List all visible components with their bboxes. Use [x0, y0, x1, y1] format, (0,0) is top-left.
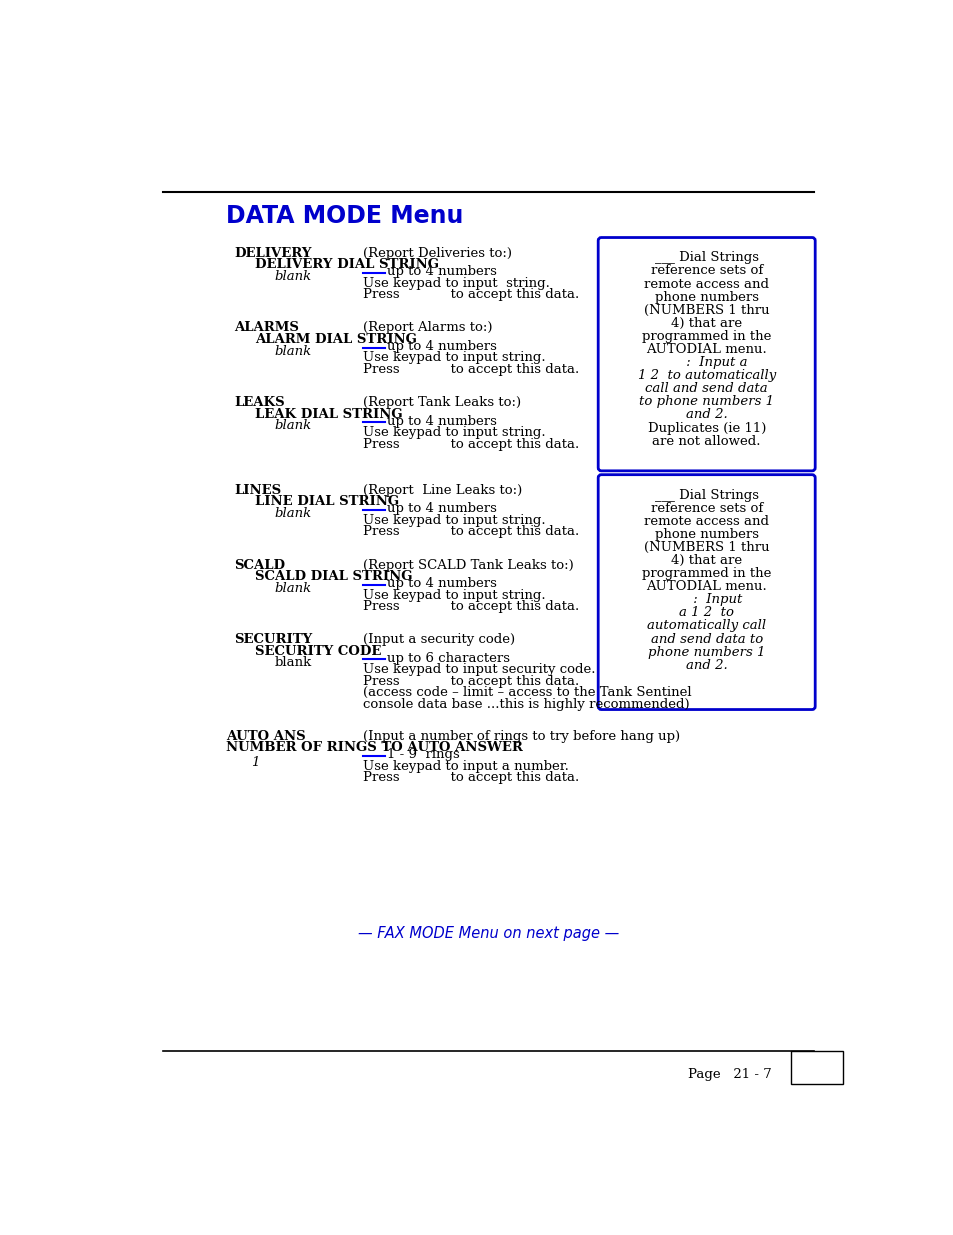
Text: phone numbers 1: phone numbers 1 [647, 646, 764, 658]
Text: LINES: LINES [233, 484, 281, 496]
Text: ALARMS: ALARMS [233, 321, 298, 335]
Text: blank: blank [274, 656, 312, 669]
Text: phone numbers: phone numbers [654, 527, 758, 541]
Text: reference sets of: reference sets of [650, 501, 762, 515]
Text: blank: blank [274, 419, 311, 432]
Bar [790, 1051, 842, 1084]
Text: ___ Dial Strings: ___ Dial Strings [654, 489, 758, 501]
Text: up to 4 numbers: up to 4 numbers [387, 415, 497, 427]
Text: are not allowed.: are not allowed. [652, 435, 760, 447]
Text: AUTODIAL menu.: AUTODIAL menu. [645, 580, 766, 593]
Text: up to 6 characters: up to 6 characters [387, 652, 510, 664]
Text: DATA MODE Menu: DATA MODE Menu [226, 204, 463, 227]
Text: up to 4 numbers: up to 4 numbers [387, 577, 497, 590]
Text: LINE DIAL STRING: LINE DIAL STRING [254, 495, 398, 509]
Text: Use keypad to input string.: Use keypad to input string. [363, 589, 545, 601]
Text: blank: blank [274, 508, 311, 520]
Text: automatically call: automatically call [646, 620, 765, 632]
Text: 4) that are: 4) that are [670, 317, 741, 330]
Text: Duplicates (ie 11): Duplicates (ie 11) [647, 421, 765, 435]
Text: phone numbers: phone numbers [654, 290, 758, 304]
Text: 4) that are: 4) that are [670, 555, 741, 567]
Text: to phone numbers 1: to phone numbers 1 [639, 395, 774, 409]
Text: DELIVERY DIAL STRING: DELIVERY DIAL STRING [254, 258, 438, 272]
Text: up to 4 numbers: up to 4 numbers [387, 503, 497, 515]
FancyBboxPatch shape [598, 237, 815, 471]
Text: SECURITY CODE: SECURITY CODE [254, 645, 381, 658]
Text: AUTODIAL menu.: AUTODIAL menu. [645, 343, 766, 356]
Text: call and send data: call and send data [645, 383, 767, 395]
Text: LEAKS: LEAKS [233, 396, 284, 409]
Text: 1: 1 [251, 757, 259, 769]
Text: ___ Dial Strings: ___ Dial Strings [654, 252, 758, 264]
Text: DELIVERY: DELIVERY [233, 247, 311, 259]
Text: programmed in the: programmed in the [641, 330, 771, 343]
Text: ALARM DIAL STRING: ALARM DIAL STRING [254, 333, 416, 346]
Text: a 1 2  to: a 1 2 to [679, 606, 734, 619]
Text: Press            to accept this data.: Press to accept this data. [363, 771, 579, 784]
Text: (Report  Line Leaks to:): (Report Line Leaks to:) [363, 484, 522, 496]
Text: and 2.: and 2. [685, 658, 727, 672]
Text: 1 2  to automatically: 1 2 to automatically [637, 369, 775, 382]
Text: (Report SCALD Tank Leaks to:): (Report SCALD Tank Leaks to:) [363, 558, 574, 572]
Text: Page   21 - 7: Page 21 - 7 [687, 1068, 771, 1082]
Text: :  Input a: : Input a [665, 356, 747, 369]
Text: up to 4 numbers: up to 4 numbers [387, 266, 497, 278]
Text: Press            to accept this data.: Press to accept this data. [363, 674, 579, 688]
Text: Use keypad to input security code.: Use keypad to input security code. [363, 663, 596, 677]
Text: reference sets of: reference sets of [650, 264, 762, 278]
Text: Use keypad to input string.: Use keypad to input string. [363, 352, 545, 364]
Text: Press            to accept this data.: Press to accept this data. [363, 600, 579, 614]
Text: programmed in the: programmed in the [641, 567, 771, 580]
Text: SCALD DIAL STRING: SCALD DIAL STRING [254, 571, 412, 583]
Text: blank: blank [274, 345, 311, 358]
Text: Press            to accept this data.: Press to accept this data. [363, 288, 579, 301]
Text: Use keypad to input string.: Use keypad to input string. [363, 426, 545, 440]
Text: AUTO ANS: AUTO ANS [226, 730, 306, 742]
Text: (NUMBERS 1 thru: (NUMBERS 1 thru [643, 304, 769, 316]
Text: remote access and: remote access and [643, 515, 768, 527]
Text: and send data to: and send data to [650, 632, 762, 646]
Text: LEAK DIAL STRING: LEAK DIAL STRING [254, 408, 402, 421]
Text: and 2.: and 2. [685, 409, 727, 421]
FancyBboxPatch shape [598, 474, 815, 710]
Text: blank: blank [274, 582, 311, 595]
Text: remote access and: remote access and [643, 278, 768, 290]
Text: Press            to accept this data.: Press to accept this data. [363, 526, 579, 538]
Text: Use keypad to input string.: Use keypad to input string. [363, 514, 545, 527]
Text: Use keypad to input  string.: Use keypad to input string. [363, 277, 550, 290]
Text: (Report Deliveries to:): (Report Deliveries to:) [363, 247, 512, 259]
Text: (Report Tank Leaks to:): (Report Tank Leaks to:) [363, 396, 521, 409]
Text: SECURITY: SECURITY [233, 634, 312, 646]
Text: (Input a number of rings to try before hang up): (Input a number of rings to try before h… [363, 730, 679, 742]
Text: (NUMBERS 1 thru: (NUMBERS 1 thru [643, 541, 769, 555]
Text: SCALD: SCALD [233, 558, 285, 572]
Text: NUMBER OF RINGS TO AUTO ANSWER: NUMBER OF RINGS TO AUTO ANSWER [226, 741, 522, 755]
Text: — FAX MODE Menu on next page —: — FAX MODE Menu on next page — [358, 926, 618, 941]
Text: Press            to accept this data.: Press to accept this data. [363, 363, 579, 375]
Text: (Input a security code): (Input a security code) [363, 634, 515, 646]
Text: Use keypad to input a number.: Use keypad to input a number. [363, 760, 569, 773]
Text: (Report Alarms to:): (Report Alarms to:) [363, 321, 493, 335]
Text: console data base ...this is highly recommended): console data base ...this is highly reco… [363, 698, 689, 711]
Text: (access code – limit – access to the Tank Sentinel: (access code – limit – access to the Tan… [363, 687, 691, 699]
Text: up to 4 numbers: up to 4 numbers [387, 340, 497, 353]
Text: blank: blank [274, 270, 311, 283]
Text: Press            to accept this data.: Press to accept this data. [363, 437, 579, 451]
Text: :  Input: : Input [671, 593, 741, 606]
Text: 1 - 9  rings: 1 - 9 rings [387, 748, 459, 761]
